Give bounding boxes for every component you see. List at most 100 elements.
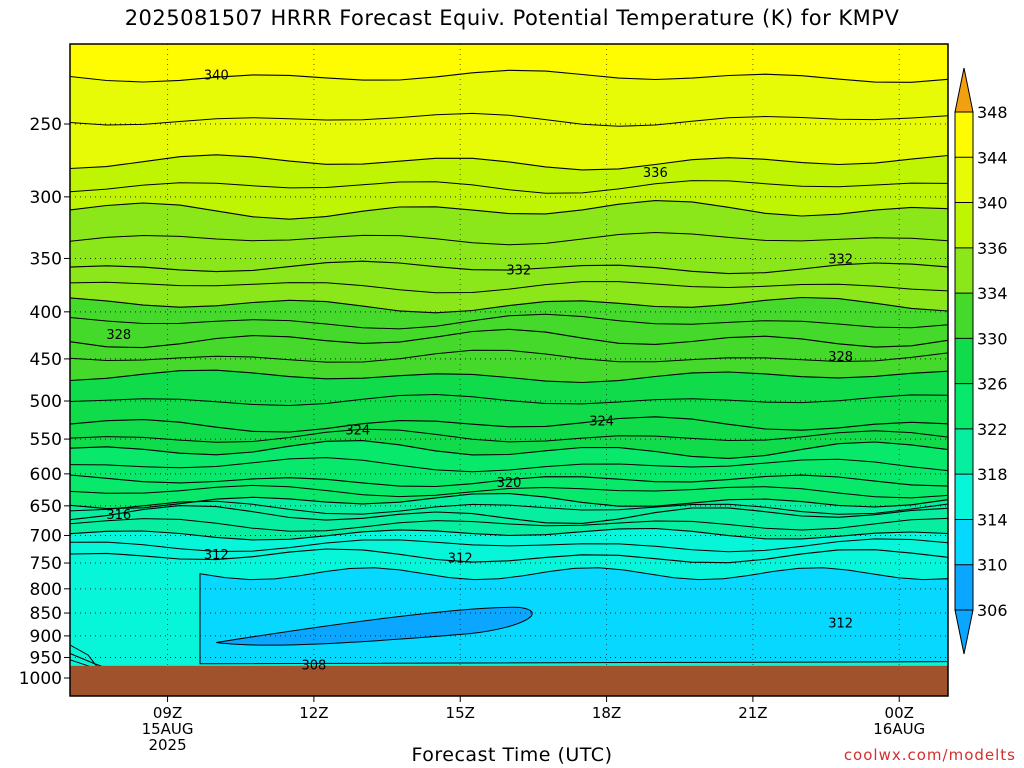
x-tick-label: 16AUG (873, 720, 925, 738)
fill-band-320 (70, 475, 948, 509)
y-tick-label: 850 (30, 604, 62, 624)
colorbar-swatch (955, 202, 973, 248)
contour-label: 312 (828, 616, 853, 631)
y-tick-label: 350 (30, 249, 62, 269)
isentrope-322 (69, 440, 949, 459)
y-tick-label: 300 (30, 188, 62, 208)
ground-below-surface (70, 665, 948, 696)
y-tick-label: 500 (30, 392, 62, 412)
x-tick-label: 15Z (446, 704, 475, 722)
contour-label: 328 (828, 350, 853, 365)
x-axis-title: Forecast Time (UTC) (411, 744, 613, 766)
fill-band-324 (70, 416, 948, 459)
y-tick-label: 950 (30, 649, 62, 669)
colorbar-swatch (955, 383, 973, 429)
colorbar-label: 340 (977, 194, 1008, 213)
isentrope-minor (69, 428, 949, 443)
isentrope-minor (69, 231, 949, 246)
contour-label: 332 (828, 252, 853, 267)
grid-layer (70, 44, 948, 696)
contour-label: 324 (345, 424, 370, 439)
colorbar-label: 326 (977, 375, 1008, 394)
contour-label: 328 (106, 328, 131, 343)
isentrope-328 (69, 328, 949, 349)
fill-band-322 (70, 440, 948, 487)
colorbar-label: 314 (977, 510, 1008, 529)
colorbar-swatch (955, 428, 973, 475)
contour-label: 312 (448, 552, 473, 567)
x-tick-label: 09Z (153, 704, 182, 722)
x-tick-label: 2025 (148, 736, 186, 754)
isentrope-minor (69, 112, 949, 127)
colorbar: 348 344 340 336 334 330 326 322 318 314 310 306 (954, 67, 1008, 655)
isentrope-312 (69, 548, 949, 564)
isentrope-minor (69, 281, 949, 294)
colorbar-swatch (955, 564, 973, 610)
y-tick-label: 700 (30, 526, 62, 546)
x-tick-label: 15AUG (142, 720, 194, 738)
credit-link[interactable]: coolwx.com/modelts (843, 746, 1016, 764)
plot-frame (69, 43, 949, 697)
y-tick-label: 650 (30, 497, 62, 517)
isentrope-minor (69, 180, 949, 194)
contour-label: 308 (301, 659, 326, 674)
isentrope-314 (69, 527, 949, 541)
isentrope-330 (69, 296, 949, 314)
colorbar-swatch (955, 519, 973, 565)
colorbar-swatch (955, 247, 973, 294)
isentrope-minor (69, 484, 949, 499)
y-tick-label: 1000 (19, 669, 62, 689)
x-tick-label: 18Z (592, 704, 621, 722)
colorbar-label: 306 (977, 601, 1008, 620)
isentrope-minor (69, 393, 949, 407)
contour-label: 320 (497, 476, 522, 491)
pressure-axis: 250 300 350 400 450 500 550 600 650 700 750 800 850 9… (19, 115, 70, 689)
fill-band-330 (70, 297, 948, 348)
x-tick-label: 21Z (738, 704, 767, 722)
x-tick-label: 12Z (299, 704, 328, 722)
chart-title: 2025081507 HRRR Forecast Equiv. Potentia… (124, 6, 900, 30)
contour-label: 336 (643, 166, 668, 181)
isentrope-minor (69, 538, 949, 553)
y-tick-label: 550 (30, 430, 62, 450)
isentrope-332 (69, 260, 949, 275)
contour-label: 324 (589, 414, 614, 429)
y-tick-label: 600 (30, 465, 62, 485)
y-tick-label: 900 (30, 627, 62, 647)
colorbar-swatch (955, 474, 973, 520)
colorbar-top-extension (954, 67, 974, 113)
isentrope-minor (69, 500, 949, 515)
isentrope-minor (69, 349, 949, 363)
colorbar-label: 348 (977, 103, 1008, 122)
isentrope-320 (69, 474, 949, 488)
colorbar-swatch (955, 157, 973, 203)
fill-band-340 (70, 70, 948, 170)
isentrope-324 (69, 416, 949, 433)
contour-label: 332 (506, 264, 531, 279)
colorbar-label: 334 (977, 284, 1008, 303)
isentrope-318 (69, 493, 949, 510)
fill-band-336 (70, 154, 948, 220)
x-tick-label: 00Z (885, 704, 914, 722)
fill-band-318 (70, 493, 948, 524)
contour-label: 312 (204, 548, 229, 563)
colorbar-label: 310 (977, 556, 1008, 575)
colorbar-bottom-extension (954, 609, 974, 655)
colorbar-swatch (955, 293, 973, 339)
fill-band-334 (70, 200, 948, 274)
isentrope-minor (69, 313, 949, 330)
fill-band-328 (70, 329, 948, 383)
isentrope-340 (69, 69, 949, 83)
y-tick-label: 400 (30, 303, 62, 323)
colorbar-label: 344 (977, 148, 1008, 167)
colorbar-swatch (955, 338, 973, 384)
colorbar-label: 318 (977, 465, 1008, 484)
colorbar-label: 330 (977, 329, 1008, 348)
isentrope-334 (69, 200, 949, 220)
y-tick-label: 250 (30, 115, 62, 135)
isentrope-316 (69, 505, 949, 524)
isentrope-336 (69, 154, 949, 171)
colorbar-swatch (955, 112, 973, 158)
